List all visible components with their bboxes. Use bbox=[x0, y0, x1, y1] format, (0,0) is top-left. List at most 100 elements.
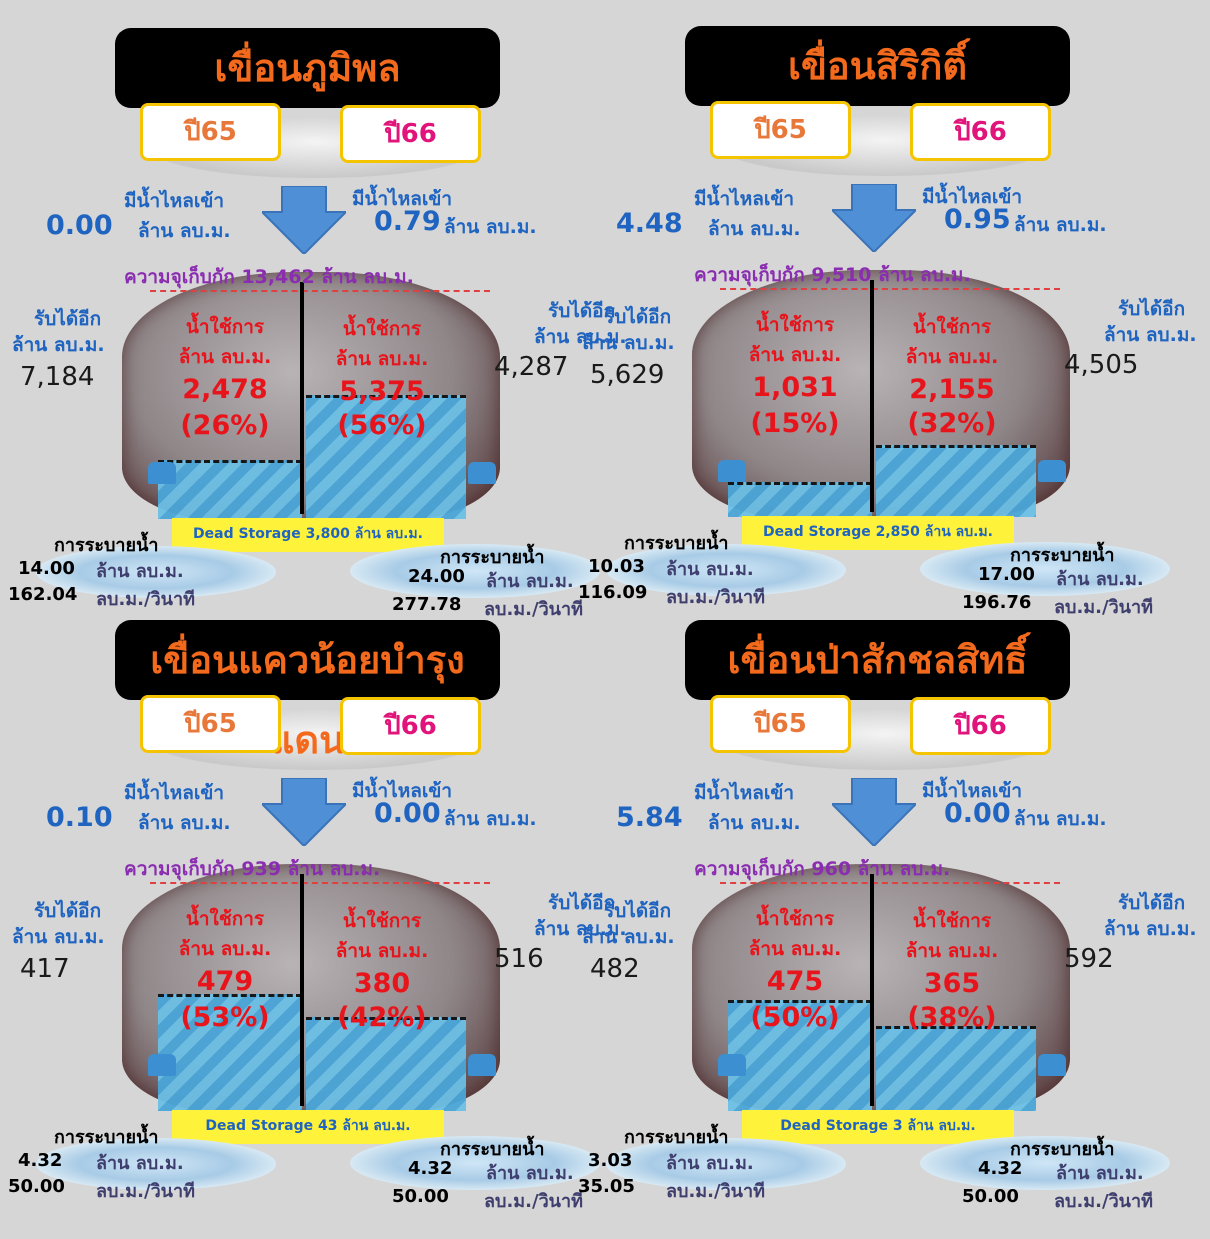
usable-value-65: 479 bbox=[196, 966, 254, 997]
avail-unit-65: ล้าน ลบ.ม. bbox=[582, 926, 675, 948]
release-rate-unit-65: ลบ.ม./วินาที bbox=[96, 1181, 195, 1202]
release-m3-66: 4.32 bbox=[408, 1158, 453, 1179]
usable-pct-65: (15%) bbox=[750, 408, 840, 439]
inflow-unit-66: ล้าน ลบ.ม. bbox=[444, 808, 537, 830]
avail-unit-65: ล้าน ลบ.ม. bbox=[12, 334, 105, 356]
usable-value-66: 2,155 bbox=[909, 374, 995, 405]
release-rate-66: 50.00 bbox=[962, 1186, 1019, 1207]
release-rate-65: 162.04 bbox=[8, 584, 78, 605]
usable-unit-65: ล้าน ลบ.ม. bbox=[178, 938, 272, 960]
release-m3-66: 17.00 bbox=[978, 564, 1035, 585]
avail-label-65: รับได้อีก bbox=[34, 308, 102, 330]
arrow-down-icon bbox=[262, 778, 346, 846]
avail-unit-66: ล้าน ลบ.ม. bbox=[534, 918, 627, 940]
tap-icon[interactable] bbox=[468, 462, 496, 484]
usable-label-65: น้ำใช้การ bbox=[755, 908, 835, 930]
tap-icon[interactable] bbox=[1038, 1054, 1066, 1076]
water-level-65 bbox=[158, 460, 302, 519]
capacity-text: ความจุเก็บกัก 960 ล้าน ลบ.ม. bbox=[694, 858, 951, 880]
release-rate-unit-66: ลบ.ม./วินาที bbox=[1054, 1191, 1153, 1212]
inflow-value-65: 0.00 bbox=[46, 210, 113, 241]
avail-label-66: รับได้อีก bbox=[1118, 892, 1186, 914]
avail-label-65: รับได้อีก bbox=[604, 306, 672, 328]
usable-value-66: 5,375 bbox=[339, 376, 425, 407]
avail-unit-66: ล้าน ลบ.ม. bbox=[1104, 324, 1197, 346]
water-splash-icon bbox=[606, 1138, 846, 1190]
inflow-unit-66: ล้าน ลบ.ม. bbox=[1014, 808, 1107, 830]
capacity-line bbox=[150, 882, 490, 884]
inflow-label-66: มีน้ำไหลเข้า bbox=[922, 780, 1023, 802]
release-label-66: การระบายน้ำ bbox=[440, 1139, 545, 1160]
year-66-badge: ปี66 bbox=[910, 697, 1051, 755]
water-splash-icon bbox=[350, 544, 600, 598]
avail-label-66: รับได้อีก bbox=[1118, 298, 1186, 320]
tap-icon[interactable] bbox=[1038, 460, 1066, 482]
release-unit-66: ล้าน ลบ.ม. bbox=[1056, 1163, 1144, 1184]
release-label-65: การระบายน้ำ bbox=[54, 1127, 159, 1148]
capacity-text: ความจุเก็บกัก 9,510 ล้าน ลบ.ม. bbox=[694, 264, 971, 286]
tap-icon[interactable] bbox=[718, 1054, 746, 1076]
release-m3-65: 10.03 bbox=[588, 556, 645, 577]
capacity-text: ความจุเก็บกัก 939 ล้าน ลบ.ม. bbox=[124, 858, 381, 880]
inflow-label-66: มีน้ำไหลเข้า bbox=[352, 188, 453, 210]
inflow-label-65: มีน้ำไหลเข้า bbox=[694, 188, 795, 210]
release-label-66: การระบายน้ำ bbox=[1010, 545, 1115, 566]
year-66-badge: ปี66 bbox=[340, 697, 481, 755]
tap-icon[interactable] bbox=[468, 1054, 496, 1076]
usable-pct-66: (32%) bbox=[907, 408, 997, 439]
release-rate-unit-66: ลบ.ม./วินาที bbox=[1054, 597, 1153, 618]
usable-label-65: น้ำใช้การ bbox=[185, 908, 265, 930]
arrow-down-icon bbox=[832, 778, 916, 846]
avail-label-65: รับได้อีก bbox=[34, 900, 102, 922]
water-splash-icon bbox=[920, 1136, 1170, 1190]
dam-panel-2: เขื่อนสิริกิติ์ ปี65 ปี66 มีน้ำไหลเข้า 4… bbox=[570, 0, 1197, 618]
inflow-value-66: 0.00 bbox=[944, 798, 1011, 829]
water-level-66 bbox=[876, 445, 1036, 517]
water-level-66 bbox=[306, 395, 466, 519]
inflow-label-65: มีน้ำไหลเข้า bbox=[124, 782, 225, 804]
tap-icon[interactable] bbox=[718, 460, 746, 482]
dead-storage-bar: Dead Storage 3 ล้าน ลบ.ม. bbox=[742, 1110, 1014, 1144]
usable-pct-65: (26%) bbox=[180, 410, 270, 441]
dead-storage-bar: Dead Storage 43 ล้าน ลบ.ม. bbox=[172, 1110, 444, 1144]
usable-pct-66: (42%) bbox=[337, 1002, 427, 1033]
inflow-unit-66: ล้าน ลบ.ม. bbox=[444, 216, 537, 238]
avail-unit-66: ล้าน ลบ.ม. bbox=[1104, 918, 1197, 940]
usable-value-66: 380 bbox=[353, 968, 411, 999]
year-65-badge: ปี65 bbox=[140, 103, 281, 161]
avail-value-66: 516 bbox=[494, 944, 544, 974]
tap-icon[interactable] bbox=[148, 1054, 176, 1076]
release-label-65: การระบายน้ำ bbox=[54, 535, 159, 556]
inflow-value-66: 0.79 bbox=[374, 206, 441, 237]
release-rate-66: 277.78 bbox=[392, 594, 462, 615]
tap-icon[interactable] bbox=[148, 462, 176, 484]
usable-label-65: น้ำใช้การ bbox=[185, 316, 265, 338]
usable-pct-65: (50%) bbox=[750, 1002, 840, 1033]
water-splash-icon bbox=[36, 1138, 276, 1190]
inflow-value-66: 0.95 bbox=[944, 204, 1011, 235]
water-level-66 bbox=[876, 1026, 1036, 1111]
water-level-66 bbox=[306, 1017, 466, 1111]
release-label-66: การระบายน้ำ bbox=[1010, 1139, 1115, 1160]
usable-label-66: น้ำใช้การ bbox=[342, 318, 422, 340]
year-divider bbox=[300, 282, 304, 514]
inflow-value-65: 0.10 bbox=[46, 802, 113, 833]
year-66-badge: ปี66 bbox=[910, 103, 1051, 161]
water-splash-icon bbox=[920, 542, 1170, 596]
release-unit-66: ล้าน ลบ.ม. bbox=[486, 1163, 574, 1184]
release-rate-unit-65: ลบ.ม./วินาที bbox=[96, 589, 195, 610]
usable-label-65: น้ำใช้การ bbox=[755, 314, 835, 336]
usable-label-66: น้ำใช้การ bbox=[912, 910, 992, 932]
release-rate-65: 50.00 bbox=[8, 1176, 65, 1197]
usable-value-65: 1,031 bbox=[752, 372, 838, 403]
usable-value-65: 2,478 bbox=[182, 374, 268, 405]
dam-panel-4: เขื่อนป่าสักชลสิทธิ์ ปี65 ปี66 มีน้ำไหลเ… bbox=[570, 592, 1197, 1212]
avail-label-65: รับได้อีก bbox=[604, 900, 672, 922]
avail-value-65: 5,629 bbox=[590, 360, 665, 390]
avail-value-66: 4,287 bbox=[494, 352, 569, 382]
usable-unit-66: ล้าน ลบ.ม. bbox=[905, 940, 999, 962]
avail-value-66: 4,505 bbox=[1064, 350, 1139, 380]
dam-title: เขื่อนป่าสักชลสิทธิ์ bbox=[685, 620, 1070, 700]
release-m3-66: 4.32 bbox=[978, 1158, 1023, 1179]
inflow-label-65: มีน้ำไหลเข้า bbox=[124, 190, 225, 212]
